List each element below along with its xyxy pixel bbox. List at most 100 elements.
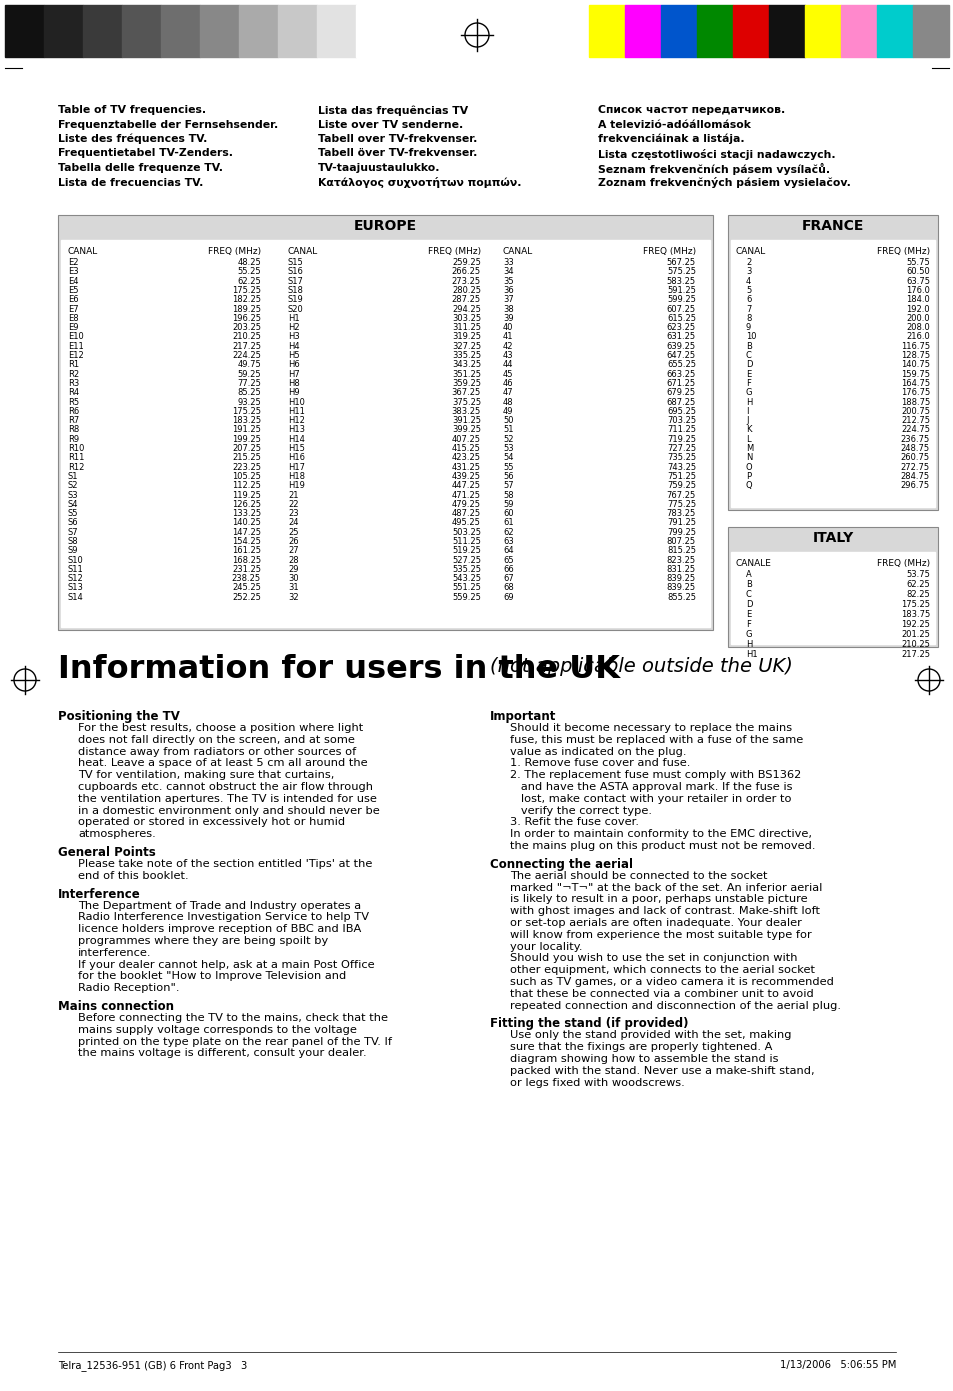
Text: 551.25: 551.25 [452,583,480,593]
Text: 296.75: 296.75 [900,481,929,490]
Text: R11: R11 [68,453,84,462]
Text: 583.25: 583.25 [666,277,696,285]
Text: R5: R5 [68,398,79,406]
Text: 191.25: 191.25 [232,426,261,434]
Text: 34: 34 [502,267,513,277]
Text: R12: R12 [68,463,84,472]
Text: 671.25: 671.25 [666,378,696,388]
Text: 503.25: 503.25 [452,527,480,537]
Text: 200.0: 200.0 [905,314,929,323]
Text: 775.25: 775.25 [666,499,696,509]
Text: 53.75: 53.75 [905,570,929,579]
Text: or set-top aerials are often inadequate. Your dealer: or set-top aerials are often inadequate.… [510,918,801,928]
Text: 62.25: 62.25 [905,580,929,588]
Text: 319.25: 319.25 [452,332,480,341]
Text: 216.0: 216.0 [905,332,929,341]
Text: H16: H16 [288,453,305,462]
Text: 10: 10 [745,332,756,341]
Text: packed with the stand. Never use a make-shift stand,: packed with the stand. Never use a make-… [510,1066,814,1075]
Text: 48: 48 [502,398,513,406]
Text: 67: 67 [502,574,514,583]
Text: General Points: General Points [58,846,155,860]
Text: 33: 33 [502,257,514,267]
Bar [355,6,395,57]
Text: H12: H12 [288,416,305,426]
Text: 679.25: 679.25 [666,388,696,398]
Text: 26: 26 [288,537,298,547]
Text: Frequenztabelle der Fernsehsender.: Frequenztabelle der Fernsehsender. [58,120,278,129]
Text: Liste over TV senderne.: Liste over TV senderne. [317,120,463,129]
Text: H7: H7 [288,370,299,378]
Text: 189.25: 189.25 [232,305,261,313]
Text: 36: 36 [502,287,514,295]
Text: H3: H3 [288,332,299,341]
Text: such as TV games, or a video camera it is recommended: such as TV games, or a video camera it i… [510,976,833,988]
Text: 511.25: 511.25 [452,537,480,547]
Text: S14: S14 [68,593,84,602]
Text: S19: S19 [288,295,303,305]
Text: Connecting the aerial: Connecting the aerial [490,858,633,871]
Text: B: B [745,580,751,588]
Text: fuse, this must be replaced with a fuse of the same: fuse, this must be replaced with a fuse … [510,734,802,744]
Text: 183.75: 183.75 [900,611,929,619]
Text: 25: 25 [288,527,298,537]
Text: 59: 59 [502,499,513,509]
Text: 831.25: 831.25 [666,565,696,574]
Text: 140.25: 140.25 [232,519,261,527]
Text: (not applicable outside the UK): (not applicable outside the UK) [490,657,792,676]
Bar [697,6,732,57]
Text: 759.25: 759.25 [666,481,696,490]
Bar [316,6,355,57]
Text: that these be connected via a combiner unit to avoid: that these be connected via a combiner u… [510,989,813,999]
Bar [660,6,697,57]
Text: 687.25: 687.25 [666,398,696,406]
Text: Telra_12536-951 (GB) 6 Front Pag3   3: Telra_12536-951 (GB) 6 Front Pag3 3 [58,1360,247,1372]
Text: 471.25: 471.25 [452,491,480,499]
Text: 343.25: 343.25 [452,360,480,369]
Text: D: D [745,600,752,609]
Text: and have the ASTA approval mark. If the fuse is: and have the ASTA approval mark. If the … [510,782,792,791]
Text: H1: H1 [288,314,299,323]
Text: J: J [745,416,748,426]
Text: 543.25: 543.25 [452,574,480,583]
Text: FREQ (MHz): FREQ (MHz) [876,559,929,568]
Text: S2: S2 [68,481,78,490]
Text: 799.25: 799.25 [666,527,696,537]
Bar [732,6,768,57]
Bar [730,241,934,506]
Text: FRANCE: FRANCE [801,218,863,234]
Text: 2. The replacement fuse must comply with BS1362: 2. The replacement fuse must comply with… [510,771,801,780]
Text: Important: Important [490,709,556,723]
Text: 112.25: 112.25 [232,481,261,490]
Text: operated or stored in excessively hot or humid: operated or stored in excessively hot or… [78,818,345,828]
Bar [876,6,912,57]
Text: 60.50: 60.50 [905,267,929,277]
Text: 248.75: 248.75 [900,444,929,453]
Text: H: H [745,398,752,406]
Text: 751.25: 751.25 [666,472,696,481]
Text: Κατάλογος συχνοτήτων πομπών.: Κατάλογος συχνοτήτων πομπών. [317,178,521,189]
Text: 54: 54 [502,453,513,462]
Text: 280.25: 280.25 [452,287,480,295]
Text: 192.0: 192.0 [905,305,929,313]
Text: Tabell över TV-frekvenser.: Tabell över TV-frekvenser. [317,149,476,159]
Text: licence holders improve reception of BBC and IBA: licence holders improve reception of BBC… [78,924,361,935]
Text: 55: 55 [502,463,513,472]
Text: 223.25: 223.25 [232,463,261,472]
Text: 188.75: 188.75 [900,398,929,406]
Text: 85.25: 85.25 [237,388,261,398]
Text: K: K [745,426,751,434]
Text: 1/13/2006   5:06:55 PM: 1/13/2006 5:06:55 PM [779,1360,895,1370]
Text: 164.75: 164.75 [900,378,929,388]
Text: 59.25: 59.25 [237,370,261,378]
Text: 41: 41 [502,332,513,341]
Text: 42: 42 [502,342,513,351]
Text: 767.25: 767.25 [666,491,696,499]
Text: 815.25: 815.25 [666,547,696,555]
Text: 200.75: 200.75 [900,406,929,416]
Text: E4: E4 [68,277,78,285]
Text: E: E [745,611,750,619]
Text: Use only the stand provided with the set, making: Use only the stand provided with the set… [510,1031,791,1040]
Text: CANAL: CANAL [735,248,765,256]
Text: 183.25: 183.25 [232,416,261,426]
